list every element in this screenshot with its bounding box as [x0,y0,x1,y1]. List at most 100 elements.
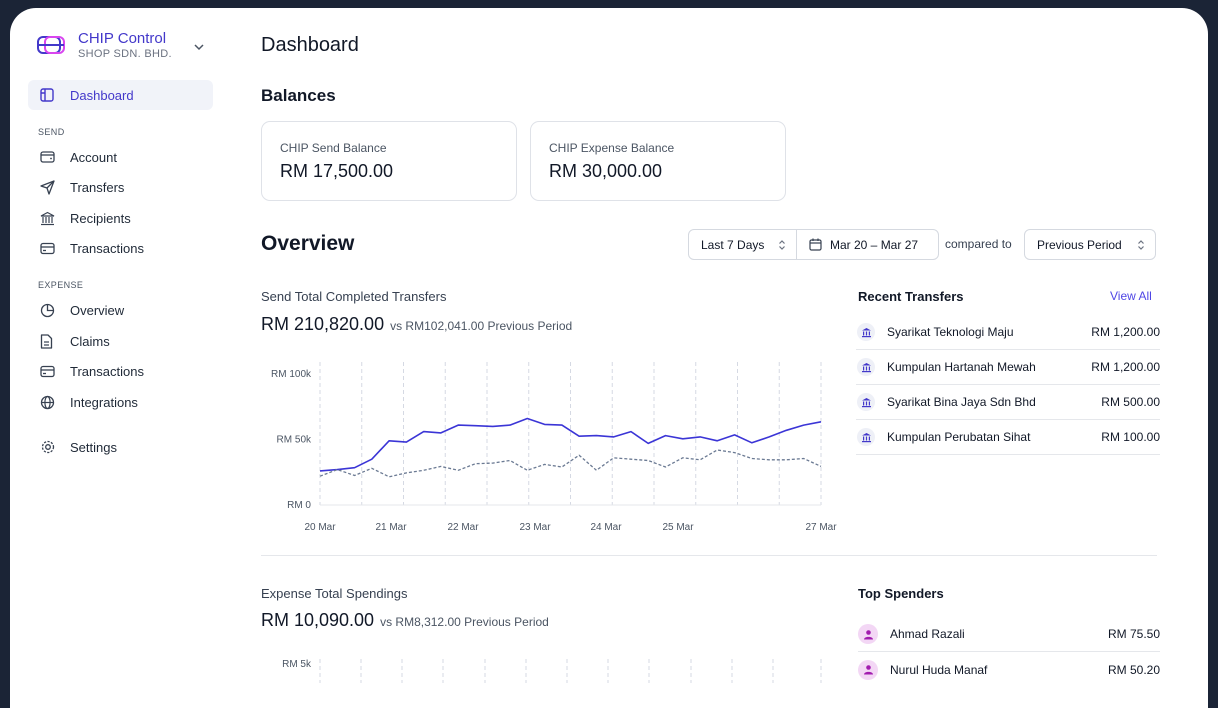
expense-balance-card: CHIP Expense Balance RM 30,000.00 [530,121,786,201]
compare-select[interactable]: Previous Period [1024,229,1156,260]
send-icon [40,179,56,195]
send-total-row: RM 210,820.00 vs RM102,041.00 Previous P… [261,314,572,335]
x-tick-label: 25 Mar [662,522,694,531]
sidebar-item-transfers[interactable]: Transfers [28,172,213,202]
balance-label: CHIP Expense Balance [549,141,675,155]
sidebar-item-label: Transfers [70,179,125,195]
globe-icon [40,394,56,410]
range-select[interactable]: Last 7 Days [688,229,797,260]
compare-select-value: Previous Period [1037,237,1122,252]
credit-card-icon [40,363,56,379]
sidebar-item-label: Account [70,149,117,165]
list-item[interactable]: Nurul Huda Manaf RM 50.20 [858,652,1160,687]
page-title: Dashboard [261,34,359,56]
main-content: Dashboard Balances CHIP Send Balance RM … [261,8,1181,708]
balances-title: Balances [261,86,336,105]
balance-value: RM 17,500.00 [280,161,394,181]
date-range-value: Mar 20 – Mar 27 [830,237,919,252]
sidebar-item-expense-transactions[interactable]: Transactions [28,356,213,386]
credit-card-icon [40,240,56,256]
sidebar-item-label: Settings [70,439,117,455]
user-avatar-icon [858,624,878,644]
send-total-comparison: vs RM102,041.00 Previous Period [390,319,573,333]
list-item[interactable]: Syarikat Bina Jaya Sdn Bhd RM 500.00 [856,385,1160,420]
x-tick-label: 23 Mar [519,522,551,531]
y-tick-label: RM 50k [277,435,312,446]
expense-total-row: RM 10,090.00 vs RM8,312.00 Previous Peri… [261,610,549,631]
sidebar-item-label: Claims [70,333,110,349]
sidebar-item-label: Dashboard [70,87,134,103]
overview-title: Overview [261,232,355,255]
send-transfers-chart: RM 100k RM 50k RM 0 20 Mar 21 Mar 22 Mar 23 Ma… [271,362,837,531]
expense-chart: RM 5k [282,659,822,683]
sidebar-item-settings[interactable]: Settings [28,432,213,462]
sidebar-item-dashboard[interactable]: Dashboard [28,80,213,110]
x-tick-label: 20 Mar [304,522,336,531]
transfer-amount: RM 1,200.00 [1091,325,1160,339]
brand-switcher[interactable]: CHIP Control SHOP SDN. BHD. [36,30,172,60]
bank-icon [857,393,875,411]
sidebar-item-account[interactable]: Account [28,142,213,172]
recipient-name: Syarikat Bina Jaya Sdn Bhd [887,395,1036,409]
sidebar-item-label: Transactions [70,240,144,256]
x-tick-label: 27 Mar [805,522,837,531]
x-tick-label: 24 Mar [590,522,622,531]
recipient-name: Syarikat Teknologi Maju [887,325,1014,339]
y-tick-label: RM 5k [282,659,312,670]
y-tick-label: RM 100k [271,369,312,380]
sidebar-item-recipients[interactable]: Recipients [28,203,213,233]
sidebar-section-expense: EXPENSE [38,280,84,290]
x-tick-label: 21 Mar [375,522,407,531]
spender-amount: RM 75.50 [1107,627,1160,641]
y-tick-label: RM 0 [287,500,311,511]
layout-icon [40,87,56,103]
wallet-icon [40,149,56,165]
view-all-link[interactable]: View All [1110,289,1152,303]
x-tick-label: 22 Mar [447,522,479,531]
transfer-amount: RM 1,200.00 [1091,360,1160,374]
list-item[interactable]: Syarikat Teknologi Maju RM 1,200.00 [856,315,1160,350]
brand-name: CHIP Control [78,29,167,47]
bank-icon [857,428,875,446]
chevron-up-down-icon [779,239,785,250]
recent-transfers-title: Recent Transfers [858,289,964,304]
gear-icon [40,439,56,455]
user-avatar-icon [858,659,878,680]
send-balance-card: CHIP Send Balance RM 17,500.00 [261,121,517,201]
date-range-picker[interactable]: Mar 20 – Mar 27 [796,229,939,260]
send-chart-title: Send Total Completed Transfers [261,289,447,304]
expense-chart-title: Expense Total Spendings [261,586,408,601]
chevron-up-down-icon [1138,239,1144,250]
sidebar: CHIP Control SHOP SDN. BHD. Dashboard SE… [10,8,228,708]
list-item[interactable]: Ahmad Razali RM 75.50 [858,617,1160,652]
pie-chart-icon [40,302,56,318]
spender-name: Nurul Huda Manaf [890,662,988,677]
balance-label: CHIP Send Balance [280,141,387,155]
brand-subtitle: SHOP SDN. BHD. [78,47,172,60]
spender-amount: RM 50.20 [1107,662,1160,677]
balance-value: RM 30,000.00 [549,161,663,181]
expense-total-value: RM 10,090.00 [261,610,375,630]
sidebar-item-claims[interactable]: Claims [28,326,213,356]
transfer-amount: RM 500.00 [1101,395,1160,409]
compared-to-label: compared to [945,237,1012,251]
chevron-down-icon[interactable] [192,40,206,54]
bank-icon [40,210,56,226]
top-spenders-title: Top Spenders [858,586,944,601]
sidebar-item-integrations[interactable]: Integrations [28,387,213,417]
device-frame: CHIP Control SHOP SDN. BHD. Dashboard SE… [10,8,1208,708]
sidebar-item-label: Overview [70,302,125,318]
list-item[interactable]: Kumpulan Perubatan Sihat RM 100.00 [856,420,1160,455]
sidebar-item-overview[interactable]: Overview [28,295,213,325]
recipient-name: Kumpulan Perubatan Sihat [887,430,1031,444]
current-period-line [319,417,822,472]
expense-total-comparison: vs RM8,312.00 Previous Period [380,615,549,629]
app-window: CHIP Control SHOP SDN. BHD. Dashboard SE… [10,8,1208,708]
sidebar-item-send-transactions[interactable]: Transactions [28,233,213,263]
sidebar-item-label: Recipients [70,210,131,226]
bank-icon [857,323,875,341]
spender-name: Ahmad Razali [890,627,965,641]
list-item[interactable]: Kumpulan Hartanah Mewah RM 1,200.00 [856,350,1160,385]
sidebar-section-send: SEND [38,127,65,137]
sidebar-item-label: Integrations [70,394,138,410]
